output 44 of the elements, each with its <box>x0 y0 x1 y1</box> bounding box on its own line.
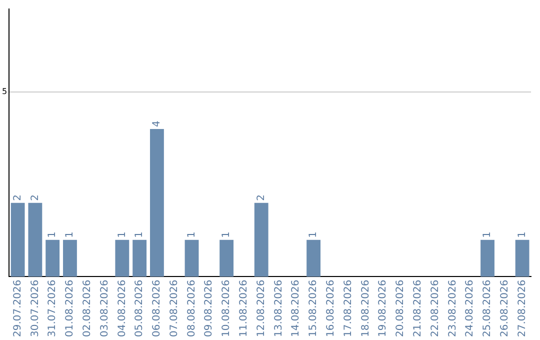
data-label: 1 <box>482 231 494 238</box>
x-tick-label: 10.08.2026 <box>221 280 232 338</box>
x-tick-label: 02.08.2026 <box>82 280 93 338</box>
data-label: 2 <box>30 194 41 201</box>
x-tick-label: 29.07.2026 <box>12 280 24 338</box>
x-tick-label: 26.08.2026 <box>500 280 510 338</box>
data-label: 1 <box>308 231 320 238</box>
x-tick-label: 01.08.2026 <box>64 280 76 338</box>
data-label: 1 <box>64 231 76 238</box>
data-label: 1 <box>47 231 58 238</box>
x-tick-label: 31.07.2026 <box>47 280 58 338</box>
x-tick-label: 25.08.2026 <box>482 280 494 338</box>
x-tick-label: 11.08.2026 <box>238 280 250 338</box>
x-tick-label: 27.08.2026 <box>516 280 528 338</box>
x-tick-label: 07.08.2026 <box>168 280 180 338</box>
data-label: 4 <box>152 120 163 128</box>
x-tick-label: 04.08.2026 <box>116 280 128 338</box>
x-tick-label: 08.08.2026 <box>186 280 198 338</box>
x-tick-label: 14.08.2026 <box>290 280 302 338</box>
x-tick-label: 12.08.2026 <box>256 280 267 338</box>
x-tick-label: 20.08.2026 <box>395 280 406 338</box>
x-tick-label: 16.08.2026 <box>326 280 337 338</box>
x-tick-label: 17.08.2026 <box>342 280 354 338</box>
x-tick-label: 21.08.2026 <box>412 280 424 338</box>
data-label: 1 <box>134 231 146 238</box>
x-tick-label: 06.08.2026 <box>152 280 163 338</box>
x-tick-label: 19.08.2026 <box>378 280 389 338</box>
data-label: 1 <box>116 231 128 238</box>
x-tick-label: 24.08.2026 <box>464 280 476 338</box>
x-tick-label: 18.08.2026 <box>360 280 372 338</box>
x-tick-label: 22.08.2026 <box>430 280 441 338</box>
x-tick-label: 05.08.2026 <box>134 280 146 338</box>
data-label: 1 <box>221 231 232 238</box>
x-tick-label: 09.08.2026 <box>204 280 215 338</box>
data-label: 1 <box>186 231 198 238</box>
data-label: 2 <box>256 194 267 201</box>
y-tick-label: 5 <box>2 87 8 96</box>
data-label: 2 <box>12 194 24 201</box>
x-tick-label: 15.08.2026 <box>308 280 320 338</box>
x-tick-label: 30.07.2026 <box>30 280 41 338</box>
data-label: 1 <box>516 231 528 238</box>
x-tick-label: 03.08.2026 <box>99 280 110 338</box>
x-tick-label: 13.08.2026 <box>273 280 284 338</box>
x-tick-label: 23.08.2026 <box>447 280 458 338</box>
